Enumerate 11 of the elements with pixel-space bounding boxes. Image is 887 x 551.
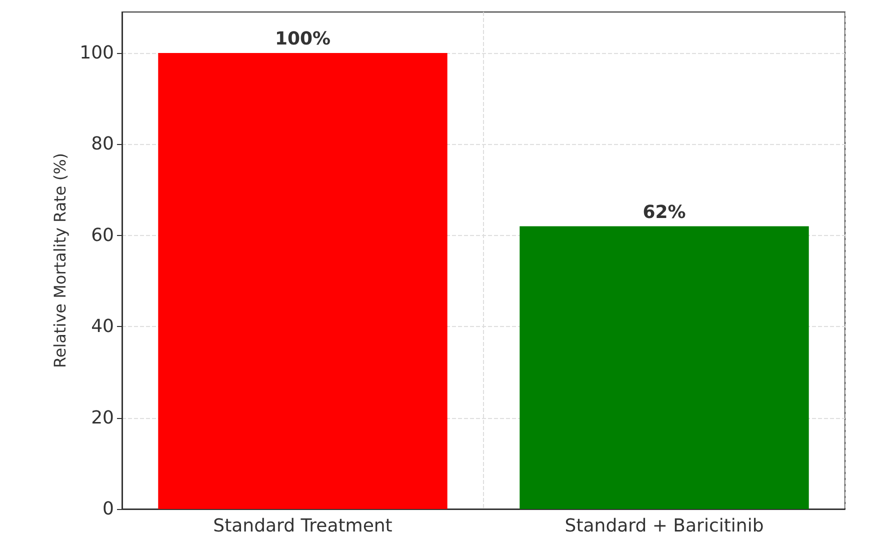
y-axis-title: Relative Mortality Rate (%): [50, 152, 70, 368]
x-tick-label: Standard + Baricitinib: [564, 516, 764, 536]
y-tick-label: 100: [80, 42, 114, 64]
data-label: 100%: [274, 28, 331, 50]
x-tick-label: Standard Treatment: [213, 516, 392, 536]
data-label: 62%: [642, 202, 686, 223]
y-tick-label: 40: [91, 316, 114, 338]
y-tick-label: 0: [102, 498, 114, 520]
y-tick-label: 80: [91, 134, 114, 155]
y-tick-label: 20: [91, 407, 114, 428]
y-tick-label: 60: [91, 224, 114, 246]
